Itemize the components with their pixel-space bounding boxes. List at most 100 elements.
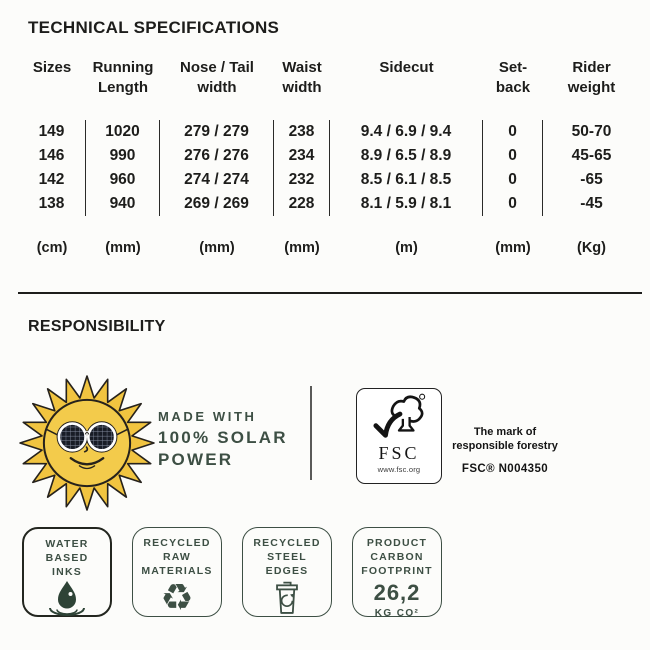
- column-header-line: Length: [98, 78, 148, 96]
- column-header-line: Rider: [572, 59, 611, 76]
- fsc-license-number: FSC® N004350: [461, 462, 549, 475]
- badge-recycled-raw-materials: RECYCLED RAW MATERIALS ♻: [132, 527, 222, 617]
- cell: 990: [109, 147, 136, 164]
- cell: 232: [288, 171, 315, 188]
- column-header: Set-back: [483, 56, 543, 120]
- column-header: Running Length: [86, 56, 160, 120]
- badge-label-line: RECYCLED: [253, 537, 321, 549]
- solar-claim-line: 100% SOLAR: [158, 428, 288, 447]
- column-values: 50-70 45-65 -65 -45: [543, 120, 640, 216]
- badge-recycled-steel-edges: RECYCLED STEEL EDGES: [242, 527, 332, 617]
- column-unit: (m): [395, 240, 418, 256]
- spec-column-rider-weight: Rider weight 50-70 45-65 -65 -45 (Kg): [543, 56, 640, 256]
- cell: 8.5 / 6.1 / 8.5: [360, 171, 452, 188]
- badge-label-line: WATER: [45, 538, 89, 550]
- badge-label-line: EDGES: [265, 564, 309, 577]
- cell: 279 / 279: [184, 123, 249, 140]
- cell: 234: [288, 147, 315, 164]
- cell: 142: [38, 171, 65, 188]
- column-header: Sizes: [18, 56, 86, 120]
- column-header: Waist width: [274, 56, 330, 120]
- cell: 238: [288, 123, 315, 140]
- column-unit: (mm): [105, 240, 141, 256]
- section-divider: [18, 292, 642, 294]
- column-header-line: Waist: [282, 59, 322, 76]
- column-header: Rider weight: [543, 56, 640, 120]
- column-header: Nose / Tail width: [160, 56, 274, 120]
- cell: 146: [38, 147, 65, 164]
- fsc-acronym: FSC: [378, 443, 420, 463]
- cell: 960: [109, 171, 136, 188]
- spec-column-setback: Set-back 0 0 0 0 (mm): [483, 56, 543, 256]
- spec-column-running-length: Running Length 1020 990 960 940 (mm): [86, 56, 160, 256]
- badge-water-based-inks: WATER BASED INKS: [22, 527, 112, 617]
- column-header: Sidecut: [330, 56, 483, 120]
- solar-sun-icon: [16, 372, 158, 519]
- recycle-bin-icon: [267, 579, 307, 617]
- fsc-url: www.fsc.org: [377, 465, 421, 474]
- cell: 269 / 269: [184, 195, 249, 212]
- cell: -65: [580, 171, 603, 188]
- cell: 940: [109, 195, 136, 212]
- column-values: 1020 990 960 940: [86, 120, 160, 216]
- column-values: 279 / 279 276 / 276 274 / 274 269 / 269: [160, 120, 274, 216]
- cell: 0: [508, 195, 517, 212]
- column-values: 149 146 142 138: [18, 120, 86, 216]
- cell: 149: [38, 123, 65, 140]
- column-header-line: Sidecut: [379, 59, 434, 76]
- carbon-footprint-value: 26,2: [373, 579, 421, 605]
- column-unit: (mm): [495, 240, 531, 256]
- spec-table: Sizes 149 146 142 138 (cm) Running Length…: [18, 56, 640, 256]
- badge-label-line: CARBON: [370, 550, 424, 563]
- spec-column-sidecut: Sidecut 9.4 / 6.9 / 9.4 8.9 / 6.5 / 8.9 …: [330, 56, 483, 256]
- cell: 276 / 276: [184, 147, 249, 164]
- column-header-line: width: [197, 78, 237, 96]
- solar-claim-line: POWER: [158, 450, 234, 469]
- solar-claim: MADE WITH 100% SOLAR POWER: [158, 406, 288, 471]
- badge-label-line: BASED: [45, 551, 89, 564]
- fsc-tree-check-icon: [373, 393, 426, 438]
- recycle-arrows-icon: ♻: [160, 579, 193, 616]
- column-header-line: Running: [92, 59, 154, 76]
- badge-label-line: RAW: [162, 550, 192, 563]
- cell: 228: [288, 195, 315, 212]
- column-unit: (mm): [199, 240, 235, 256]
- column-header-line: width: [282, 78, 322, 96]
- recycle-glyph: ♻: [160, 575, 194, 619]
- badge-label-line: PRODUCT: [366, 537, 428, 549]
- solar-claim-line: MADE WITH: [158, 409, 257, 424]
- column-values: 238 234 232 228: [274, 120, 330, 216]
- cell: 274 / 274: [184, 171, 249, 188]
- badge-label-line: STEEL: [267, 550, 307, 563]
- cell: 0: [508, 123, 517, 140]
- badge-label-line: RECYCLED: [143, 537, 211, 549]
- fsc-tagline: The mark of responsible forestry FSC® N0…: [443, 425, 567, 475]
- spec-column-nose-tail-width: Nose / Tail width 279 / 279 276 / 276 274…: [160, 56, 274, 256]
- badge-label-line: INKS: [52, 565, 82, 578]
- cell: -45: [580, 195, 603, 212]
- carbon-footprint-unit: KG CO²: [374, 607, 420, 619]
- cell: 9.4 / 6.9 / 9.4: [360, 123, 452, 140]
- spec-column-sizes: Sizes 149 146 142 138 (cm): [18, 56, 86, 256]
- badge-label-line: MATERIALS: [141, 564, 213, 577]
- column-unit: (cm): [36, 240, 68, 256]
- cell: 0: [508, 147, 517, 164]
- fsc-tagline-line: responsible forestry: [452, 440, 558, 453]
- badge-label-line: FOOTPRINT: [361, 564, 433, 577]
- fsc-tagline-line: The mark of: [473, 426, 537, 438]
- cell: 45-65: [571, 147, 612, 164]
- cell: 138: [38, 195, 65, 212]
- column-header-line: Nose / Tail: [180, 59, 254, 76]
- column-header-line: back: [495, 78, 531, 96]
- cell: 8.9 / 6.5 / 8.9: [360, 147, 452, 164]
- badge-product-carbon-footprint: PRODUCT CARBON FOOTPRINT 26,2 KG CO²: [352, 527, 442, 619]
- cell: 50-70: [571, 123, 612, 140]
- column-header-line: Sizes: [32, 59, 72, 76]
- vertical-divider: [310, 386, 312, 480]
- responsibility-title: RESPONSIBILITY: [28, 318, 166, 335]
- fsc-logo: FSC www.fsc.org: [356, 388, 442, 484]
- cell: 8.1 / 5.9 / 8.1: [360, 195, 452, 212]
- column-values: 9.4 / 6.9 / 9.4 8.9 / 6.5 / 8.9 8.5 / 6.…: [330, 120, 483, 216]
- page-title: TECHNICAL SPECIFICATIONS: [28, 18, 280, 37]
- spec-column-waist-width: Waist width 238 234 232 228 (mm): [274, 56, 330, 256]
